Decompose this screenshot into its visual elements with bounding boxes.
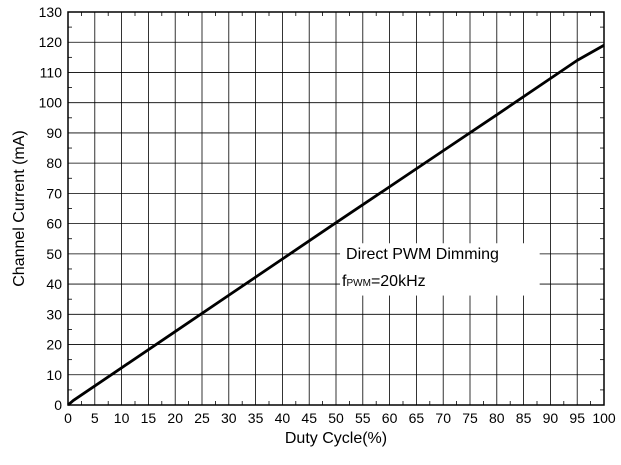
x-tick-label: 25	[194, 410, 210, 426]
annotation-frequency: =20kHz	[371, 273, 426, 290]
x-tick-label: 70	[435, 410, 451, 426]
x-tick-label: 55	[355, 410, 371, 426]
y-tick-label: 90	[46, 125, 62, 141]
x-tick-label: 20	[167, 410, 183, 426]
annotation-subscript: PWM	[346, 278, 370, 289]
y-axis-title: Channel Current (mA)	[11, 130, 28, 287]
x-tick-label: 40	[275, 410, 291, 426]
annotation-line-1: Direct PWM Dimming	[346, 246, 499, 263]
y-tick-label: 0	[54, 397, 62, 413]
x-axis-title: Duty Cycle(%)	[285, 430, 387, 447]
plot-frame	[67, 11, 605, 406]
y-tick-label: 70	[46, 185, 62, 201]
y-tick-label: 80	[46, 155, 62, 171]
x-tick-label: 100	[592, 410, 616, 426]
grid	[68, 12, 604, 405]
y-tick-label: 50	[46, 246, 62, 262]
y-tick-label: 100	[39, 95, 63, 111]
x-tick-label: 80	[489, 410, 505, 426]
x-tick-label: 10	[114, 410, 130, 426]
y-tick-label: 60	[46, 216, 62, 232]
x-tick-label: 95	[569, 410, 585, 426]
x-tick-label: 65	[409, 410, 425, 426]
x-tick-labels: 0 5 10 15 20 25 30 35 40 45 50 55 60 65 70 75 80 85 90 95 10…	[64, 410, 616, 426]
y-tick-label: 10	[46, 367, 62, 383]
x-tick-label: 30	[221, 410, 237, 426]
x-tick-label: 50	[328, 410, 344, 426]
x-tick-label: 35	[248, 410, 264, 426]
x-tick-label: 45	[301, 410, 317, 426]
annotation-background	[340, 243, 540, 296]
x-tick-label: 90	[543, 410, 559, 426]
series-line	[67, 44, 605, 407]
x-tick-label: 75	[462, 410, 478, 426]
y-tick-label: 120	[39, 34, 63, 50]
y-tick-label: 30	[46, 306, 62, 322]
y-tick-label: 20	[46, 337, 62, 353]
x-tick-label: 15	[141, 410, 157, 426]
x-tick-label: 5	[91, 410, 99, 426]
annotation-f: f	[342, 273, 347, 290]
series-group	[67, 44, 605, 407]
y-tick-label: 130	[39, 4, 63, 20]
y-tick-label: 110	[40, 64, 63, 80]
x-tick-label: 85	[516, 410, 532, 426]
x-tick-label: 60	[382, 410, 398, 426]
y-tick-labels: 0 10 20 30 40 50 60 70 80 90 100 110 120 130	[39, 4, 63, 413]
annotation-line-2: fPWM=20kHz	[342, 273, 426, 290]
x-tick-label: 0	[64, 410, 72, 426]
y-tick-label: 40	[46, 276, 62, 292]
